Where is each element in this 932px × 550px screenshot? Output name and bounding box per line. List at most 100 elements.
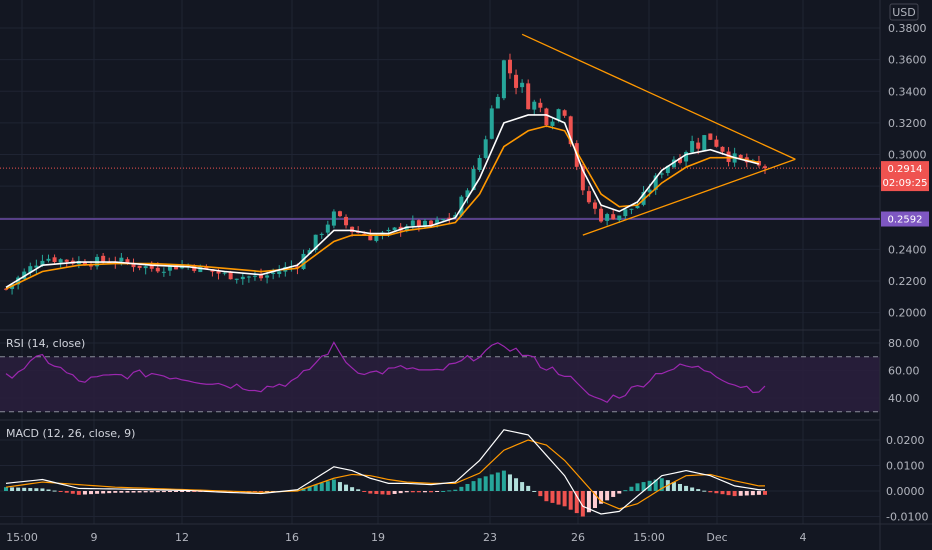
candle-body[interactable] <box>568 116 573 145</box>
candle-body[interactable] <box>143 266 148 269</box>
candle-body[interactable] <box>738 154 743 159</box>
candle-body[interactable] <box>453 215 458 218</box>
candle-body[interactable] <box>720 146 725 152</box>
rsi-line[interactable] <box>5 341 766 403</box>
candle-body[interactable] <box>526 83 531 110</box>
candle-body[interactable] <box>137 265 142 268</box>
candle-body[interactable] <box>763 166 767 169</box>
triangle-upper-trendline[interactable] <box>521 33 796 160</box>
candle-body[interactable] <box>647 189 652 193</box>
candle-body[interactable] <box>635 205 640 209</box>
candle-body[interactable] <box>234 278 239 280</box>
candle-body[interactable] <box>337 211 342 217</box>
candle-body[interactable] <box>40 260 45 266</box>
candle-body[interactable] <box>501 60 506 99</box>
candle-body[interactable] <box>240 276 245 280</box>
candle-body[interactable] <box>161 271 166 273</box>
candle-body[interactable] <box>374 235 379 241</box>
candle-body[interactable] <box>422 220 427 227</box>
candle-body[interactable] <box>623 209 628 217</box>
time-axis[interactable]: 15:00 9 12 16 19 23 26 15:00 Dec 4 <box>6 531 806 544</box>
candle-body[interactable] <box>629 208 634 210</box>
candle-body[interactable] <box>556 109 561 121</box>
candle-body[interactable] <box>592 202 597 209</box>
candle-body[interactable] <box>653 175 658 190</box>
candle-body[interactable] <box>532 101 537 110</box>
candle-body[interactable] <box>708 133 713 140</box>
candle-body[interactable] <box>489 108 494 139</box>
candle-body[interactable] <box>149 265 154 269</box>
candle-body[interactable] <box>125 259 130 263</box>
candle-body[interactable] <box>410 220 415 226</box>
candle-body[interactable] <box>520 82 525 88</box>
candle-body[interactable] <box>228 271 233 280</box>
candle-body[interactable] <box>696 142 701 149</box>
candle-body[interactable] <box>34 265 39 268</box>
candle-body[interactable] <box>307 250 312 254</box>
candle-body[interactable] <box>586 191 591 203</box>
currency-badge[interactable] <box>889 3 919 21</box>
candle-body[interactable] <box>665 165 670 174</box>
candle-body[interactable] <box>507 59 512 74</box>
candle-body[interactable] <box>386 229 391 231</box>
candle-body[interactable] <box>483 139 488 158</box>
macd-histogram[interactable] <box>4 470 767 517</box>
candle-body[interactable] <box>4 288 8 290</box>
candle-body[interactable] <box>416 220 421 227</box>
candle-body[interactable] <box>216 270 221 274</box>
candle-body[interactable] <box>204 266 209 269</box>
candle-body[interactable] <box>580 166 585 191</box>
candle-body[interactable] <box>611 214 616 220</box>
candle-body[interactable] <box>344 216 349 226</box>
candle-body[interactable] <box>46 258 51 261</box>
macd-signal-line[interactable] <box>5 439 765 510</box>
candle-body[interactable] <box>350 226 355 233</box>
candle-body[interactable] <box>659 173 664 175</box>
triangle-lower-trendline[interactable] <box>582 158 796 236</box>
candle-body[interactable] <box>82 261 87 266</box>
candle-body[interactable] <box>313 234 318 251</box>
candle-body[interactable] <box>392 227 397 231</box>
candle-body[interactable] <box>429 220 434 226</box>
candle-body[interactable] <box>119 257 124 262</box>
candle-body[interactable] <box>690 141 695 153</box>
candle-body[interactable] <box>514 74 519 88</box>
candle-body[interactable] <box>325 224 330 233</box>
candle-body[interactable] <box>319 233 324 235</box>
candle-body[interactable] <box>222 272 227 274</box>
candle-body[interactable] <box>562 110 567 116</box>
candle-body[interactable] <box>447 217 452 219</box>
candle-body[interactable] <box>702 135 707 151</box>
candle-body[interactable] <box>544 108 549 126</box>
candle-body[interactable] <box>22 271 27 279</box>
candle-body[interactable] <box>356 231 361 233</box>
ema-slow-line[interactable] <box>5 125 760 290</box>
candle-body[interactable] <box>605 214 610 221</box>
candle-body[interactable] <box>52 257 57 262</box>
candle-body[interactable] <box>101 255 106 262</box>
candle-body[interactable] <box>368 234 373 241</box>
price-axis[interactable]: 0.3800 0.3600 0.3400 0.3200 0.3000 0.2400 0.22… <box>888 22 927 320</box>
candle-body[interactable] <box>441 219 446 221</box>
ema-fast-line[interactable] <box>5 114 760 289</box>
candle-body[interactable] <box>459 196 464 216</box>
candle-body[interactable] <box>265 275 270 278</box>
candle-body[interactable] <box>301 253 306 269</box>
candle-body[interactable] <box>131 262 136 268</box>
candle-body[interactable] <box>726 151 731 162</box>
rsi-panel-title[interactable]: RSI (14, close) <box>6 337 85 350</box>
candle-body[interactable] <box>477 158 482 170</box>
macd-panel-title[interactable]: MACD (12, 26, close, 9) <box>6 427 135 440</box>
candle-body[interactable] <box>599 208 604 222</box>
candle-body[interactable] <box>677 158 682 163</box>
candle-body[interactable] <box>471 168 476 191</box>
candle-body[interactable] <box>16 277 21 285</box>
candle-body[interactable] <box>58 259 63 263</box>
candle-body[interactable] <box>246 276 251 278</box>
candle-body[interactable] <box>550 121 555 126</box>
candle-body[interactable] <box>617 215 622 221</box>
candle-body[interactable] <box>714 139 719 147</box>
candle-body[interactable] <box>107 262 112 264</box>
candle-body[interactable] <box>28 266 33 273</box>
